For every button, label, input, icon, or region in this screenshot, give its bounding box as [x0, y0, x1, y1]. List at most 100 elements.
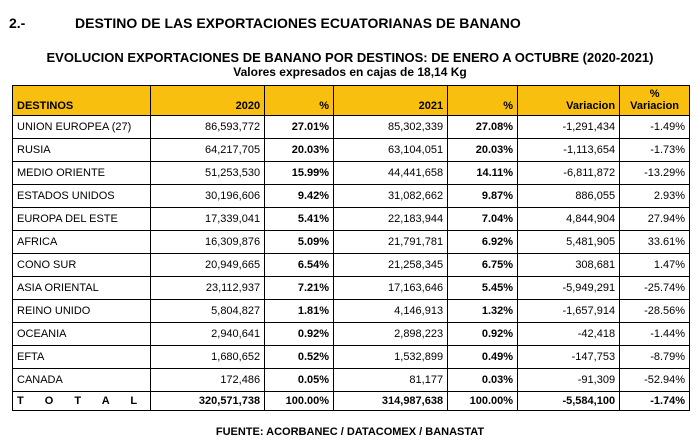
cell-pct-variacion: -25.74%	[619, 276, 691, 300]
source-note: FUENTE: ACORBANEC / DATACOMEX / BANASTAT	[215, 426, 485, 438]
table-row: ASIA ORIENTAL 23,112,937 7.21% 17,163,646 5.…	[11, 276, 691, 300]
total-pct-2021: 100.00%	[447, 391, 519, 411]
cell-pct-2020: 5.41%	[264, 207, 335, 231]
cell-variacion: -91,309	[517, 368, 621, 392]
total-2020: 320,571,738	[150, 391, 266, 411]
table-row: ESTADOS UNIDOS 30,196,606 9.42% 31,082,662 9…	[11, 184, 691, 208]
cell-2020: 5,804,827	[150, 299, 266, 323]
cell-destino: EFTA	[11, 345, 152, 369]
cell-variacion: 5,481,905	[517, 230, 621, 254]
exports-table: DESTINOS 2020 % 2021 % Variacion % Varia…	[11, 85, 691, 411]
cell-variacion: -1,657,914	[517, 299, 621, 323]
cell-variacion: -5,949,291	[517, 276, 621, 300]
col-header-pct-2021: %	[447, 85, 519, 116]
table-row: AFRICA 16,309,876 5.09% 21,791,781 6.92% 5,48…	[11, 230, 691, 254]
cell-variacion: -6,811,872	[517, 161, 621, 185]
table-row: EUROPA DEL ESTE 17,339,041 5.41% 22,183,944…	[11, 207, 691, 231]
cell-pct-variacion: -1.73%	[619, 138, 691, 162]
total-variacion: -5,584,100	[517, 391, 621, 411]
cell-pct-2021: 6.92%	[447, 230, 519, 254]
total-pct-2020: 100.00%	[264, 391, 335, 411]
cell-2020: 30,196,606	[150, 184, 266, 208]
table-row: EFTA 1,680,652 0.52% 1,532,899 0.49% -147,753…	[11, 345, 691, 369]
cell-pct-variacion: 2.93%	[619, 184, 691, 208]
table-title: EVOLUCION EXPORTACIONES DE BANANO POR DE…	[46, 50, 654, 65]
cell-2020: 23,112,937	[150, 276, 266, 300]
cell-variacion: -147,753	[517, 345, 621, 369]
table-header-row: DESTINOS 2020 % 2021 % Variacion % Varia…	[11, 85, 691, 116]
table-row: CONO SUR 20,949,665 6.54% 21,258,345 6.75% 30…	[11, 253, 691, 277]
cell-pct-2021: 27.08%	[447, 115, 519, 139]
cell-destino: RUSIA	[11, 138, 152, 162]
cell-destino: CONO SUR	[11, 253, 152, 277]
cell-2021: 31,082,662	[333, 184, 449, 208]
total-pct-variacion: -1.74%	[619, 391, 691, 411]
table-body: UNION EUROPEA (27) 86,593,772 27.01% 85,302…	[11, 115, 691, 392]
cell-destino: EUROPA DEL ESTE	[11, 207, 152, 231]
cell-pct-2020: 7.21%	[264, 276, 335, 300]
section-title: DESTINO DE LAS EXPORTACIONES ECUATORIANA…	[75, 15, 521, 31]
cell-variacion: 308,681	[517, 253, 621, 277]
table-row: CANADA 172,486 0.05% 81,177 0.03% -91,309 -52.…	[11, 368, 691, 392]
cell-2021: 21,791,781	[333, 230, 449, 254]
cell-2020: 172,486	[150, 368, 266, 392]
cell-variacion: -1,291,434	[517, 115, 621, 139]
cell-pct-2020: 0.92%	[264, 322, 335, 346]
cell-pct-2020: 6.54%	[264, 253, 335, 277]
cell-destino: AFRICA	[11, 230, 152, 254]
section-number: 2.-	[9, 15, 26, 31]
cell-variacion: 886,055	[517, 184, 621, 208]
cell-2021: 81,177	[333, 368, 449, 392]
cell-pct-2020: 0.05%	[264, 368, 335, 392]
cell-2021: 85,302,339	[333, 115, 449, 139]
cell-2020: 1,680,652	[150, 345, 266, 369]
cell-pct-variacion: 33.61%	[619, 230, 691, 254]
cell-pct-2020: 1.81%	[264, 299, 335, 323]
cell-2021: 21,258,345	[333, 253, 449, 277]
table-row: UNION EUROPEA (27) 86,593,772 27.01% 85,302…	[11, 115, 691, 139]
cell-2021: 2,898,223	[333, 322, 449, 346]
col-header-2021: 2021	[333, 85, 449, 116]
cell-2020: 86,593,772	[150, 115, 266, 139]
table-row: OCEANIA 2,940,641 0.92% 2,898,223 0.92% -42,4…	[11, 322, 691, 346]
cell-pct-variacion: 27.94%	[619, 207, 691, 231]
total-label: T O T A L	[11, 391, 152, 411]
cell-destino: REINO UNIDO	[11, 299, 152, 323]
cell-pct-2021: 0.03%	[447, 368, 519, 392]
cell-pct-2021: 9.87%	[447, 184, 519, 208]
cell-destino: UNION EUROPEA (27)	[11, 115, 152, 139]
cell-2020: 16,309,876	[150, 230, 266, 254]
cell-2021: 17,163,646	[333, 276, 449, 300]
cell-pct-2021: 7.04%	[447, 207, 519, 231]
cell-2020: 20,949,665	[150, 253, 266, 277]
cell-pct-2021: 0.92%	[447, 322, 519, 346]
cell-pct-2020: 9.42%	[264, 184, 335, 208]
cell-2020: 64,217,705	[150, 138, 266, 162]
cell-pct-2020: 15.99%	[264, 161, 335, 185]
col-header-pct-variacion: % Variacion	[619, 85, 691, 116]
cell-pct-2021: 6.75%	[447, 253, 519, 277]
cell-pct-2021: 14.11%	[447, 161, 519, 185]
cell-2021: 63,104,051	[333, 138, 449, 162]
cell-pct-2021: 1.32%	[447, 299, 519, 323]
col-header-destinos: DESTINOS	[11, 85, 152, 116]
col-header-pct-2020: %	[264, 85, 335, 116]
cell-pct-variacion: -52.94%	[619, 368, 691, 392]
cell-2021: 4,146,913	[333, 299, 449, 323]
col-header-pct-variacion-line2: Variacion	[630, 100, 680, 112]
col-header-2020: 2020	[150, 85, 266, 116]
cell-destino: ASIA ORIENTAL	[11, 276, 152, 300]
cell-pct-variacion: -28.56%	[619, 299, 691, 323]
cell-pct-2021: 5.45%	[447, 276, 519, 300]
cell-pct-variacion: -1.44%	[619, 322, 691, 346]
cell-2021: 22,183,944	[333, 207, 449, 231]
table-row: RUSIA 64,217,705 20.03% 63,104,051 20.03% -1,…	[11, 138, 691, 162]
cell-destino: OCEANIA	[11, 322, 152, 346]
cell-pct-2020: 27.01%	[264, 115, 335, 139]
cell-destino: MEDIO ORIENTE	[11, 161, 152, 185]
cell-pct-2021: 0.49%	[447, 345, 519, 369]
total-row: T O T A L 320,571,738 100.00% 314,987,63…	[11, 391, 691, 411]
cell-variacion: -1,113,654	[517, 138, 621, 162]
cell-2020: 17,339,041	[150, 207, 266, 231]
table-subtitle: Valores expresados en cajas de 18,14 Kg	[233, 65, 467, 79]
